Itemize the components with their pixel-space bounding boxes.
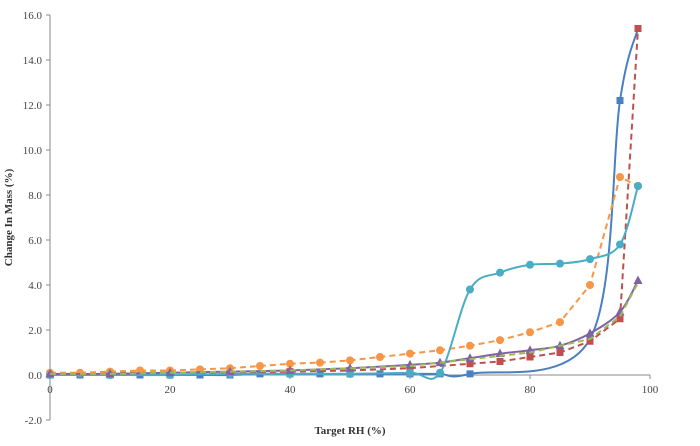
series-1-line — [50, 28, 639, 378]
axes: -2.0 0.0 2.0 4.0 6.0 8.0 10.0 12.0 14.0 16.0 0 20 4… — [23, 10, 659, 427]
data-point — [634, 25, 642, 32]
data-point — [466, 285, 474, 294]
data-point — [586, 337, 594, 345]
series-4-line — [50, 185, 639, 380]
data-point — [586, 255, 594, 264]
data-point — [556, 349, 564, 356]
data-point — [585, 328, 595, 337]
data-point — [526, 353, 534, 361]
data-point — [616, 97, 624, 104]
x-axis-title: Target RH (%) — [314, 425, 385, 437]
x-tick-label: 40 — [285, 384, 297, 396]
y-tick-label: 2.0 — [28, 325, 42, 337]
data-point — [526, 260, 534, 269]
data-point — [496, 268, 504, 277]
series-1 — [46, 25, 642, 379]
series-3 — [46, 173, 642, 377]
x-tick-label: 20 — [165, 384, 177, 396]
data-point — [436, 346, 444, 355]
data-point — [556, 318, 564, 327]
y-ticks: -2.0 0.0 2.0 4.0 6.0 8.0 10.0 12.0 14.0 16.0 — [23, 10, 50, 427]
data-point — [406, 368, 414, 377]
data-point — [376, 353, 384, 361]
series-6 — [50, 282, 639, 375]
series-4 — [46, 182, 642, 380]
y-tick-label: 10.0 — [23, 145, 43, 157]
y-axis-title: Change In Mass (%) — [3, 168, 15, 266]
series-5 — [45, 275, 643, 378]
data-point — [586, 281, 594, 289]
data-point — [634, 182, 642, 190]
data-point — [346, 356, 354, 365]
data-point — [346, 369, 354, 378]
y-tick-label: 6.0 — [28, 235, 42, 247]
series-group — [45, 25, 643, 380]
y-tick-label: -2.0 — [25, 415, 43, 427]
data-point — [526, 328, 534, 337]
series-2 — [46, 25, 642, 378]
x-tick-label: 80 — [525, 384, 537, 396]
data-point — [466, 370, 474, 378]
series-6-line — [50, 282, 639, 375]
series-2-line — [49, 28, 639, 375]
data-point — [466, 360, 474, 368]
y-tick-label: 8.0 — [28, 190, 42, 202]
data-point — [616, 315, 624, 323]
data-point — [286, 359, 294, 368]
x-tick-label: 60 — [405, 384, 417, 396]
data-point — [496, 358, 504, 365]
y-tick-label: 0.0 — [28, 370, 42, 382]
y-tick-label: 12.0 — [23, 100, 43, 112]
y-tick-label: 16.0 — [23, 10, 43, 22]
x-tick-label: 0 — [47, 384, 53, 396]
data-point — [556, 259, 564, 268]
data-point — [466, 341, 474, 350]
data-point — [406, 349, 414, 358]
data-point — [496, 336, 504, 345]
series-3-line — [50, 175, 639, 374]
data-point — [436, 368, 444, 377]
data-point — [616, 173, 624, 181]
x-tick-label: 100 — [642, 384, 659, 396]
data-point — [633, 275, 643, 284]
data-point — [256, 362, 264, 370]
data-point — [616, 240, 624, 249]
y-tick-label: 4.0 — [28, 280, 42, 292]
y-tick-label: 14.0 — [23, 55, 43, 67]
data-point — [316, 358, 324, 367]
